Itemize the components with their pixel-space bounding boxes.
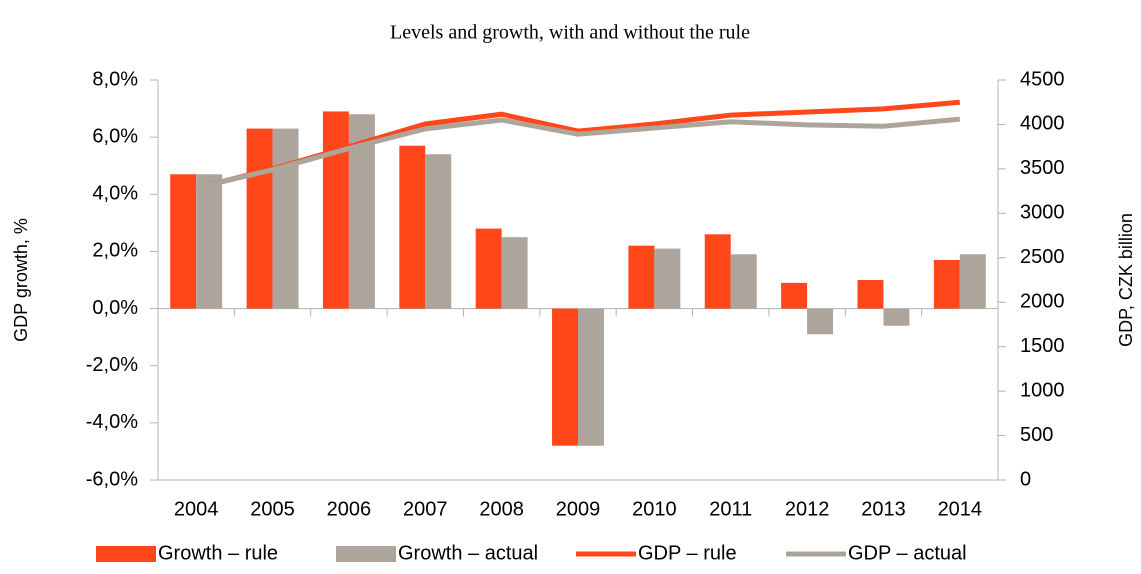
x-tick-label: 2013: [861, 498, 906, 520]
y-tick-label: -6,0%: [86, 468, 138, 490]
x-tick-label: 2012: [785, 498, 830, 520]
x-tick-label: 2004: [174, 498, 219, 520]
chart-title: Levels and growth, with and without the …: [390, 22, 750, 44]
legend-label: GDP – rule: [638, 542, 737, 564]
legend-swatch: [336, 546, 396, 562]
x-tick-label: 2009: [556, 498, 601, 520]
y2-tick-label: 4500: [1020, 68, 1065, 90]
bar: [170, 174, 197, 309]
y-tick-label: 2,0%: [92, 240, 138, 262]
bar: [552, 308, 578, 446]
y2-tick-label: 0: [1020, 468, 1031, 490]
bar: [246, 128, 273, 309]
bar: [807, 308, 834, 335]
bar: [272, 128, 299, 309]
x-tick-label: 2005: [250, 498, 295, 520]
y2-tick-label: 1000: [1020, 379, 1065, 401]
bar: [322, 111, 349, 309]
bar: [196, 174, 223, 309]
bar: [399, 145, 426, 309]
y2-tick-label: 1500: [1020, 335, 1065, 357]
bar: [857, 280, 884, 309]
line: [195, 99, 961, 191]
x-tick-label: 2014: [938, 498, 983, 520]
y-tick-label: -2,0%: [86, 354, 138, 376]
y-tick-label: 8,0%: [92, 68, 138, 90]
y2-tick-label: 3500: [1020, 157, 1065, 179]
y2-tick-label: 2500: [1020, 246, 1065, 268]
bar: [501, 237, 528, 309]
y2-tick-label: 3000: [1020, 202, 1065, 224]
x-tick-label: 2011: [709, 498, 752, 520]
y-tick-label: 0,0%: [92, 297, 138, 319]
x-tick-label: 2010: [632, 498, 677, 520]
bar: [704, 234, 731, 309]
bar: [628, 245, 655, 309]
bar: [781, 282, 808, 309]
y-axis-title: GDP growth, %: [11, 218, 31, 342]
bar: [475, 228, 502, 309]
bar: [959, 254, 986, 309]
bar: [730, 254, 757, 309]
bar: [654, 248, 681, 309]
x-tick-label: 2006: [327, 498, 372, 520]
x-tick-label: 2008: [479, 498, 524, 520]
line: [195, 116, 961, 191]
legend-label: Growth – rule: [158, 542, 278, 564]
bar: [933, 260, 960, 309]
bar: [425, 154, 452, 309]
legend-swatch: [96, 546, 156, 562]
y2-axis-title: GDP, CZK billion: [1116, 213, 1136, 347]
x-tick-label: 2007: [403, 498, 448, 520]
legend-label: GDP – actual: [848, 542, 967, 564]
bar: [883, 308, 910, 326]
y2-tick-label: 500: [1020, 424, 1053, 446]
y2-tick-label: 2000: [1020, 291, 1065, 313]
y2-tick-label: 4000: [1020, 113, 1065, 135]
y-tick-label: 4,0%: [92, 183, 138, 205]
legend-label: Growth – actual: [398, 542, 538, 564]
y-tick-label: 6,0%: [92, 125, 138, 147]
y-tick-label: -4,0%: [86, 411, 138, 433]
bar: [578, 308, 604, 446]
